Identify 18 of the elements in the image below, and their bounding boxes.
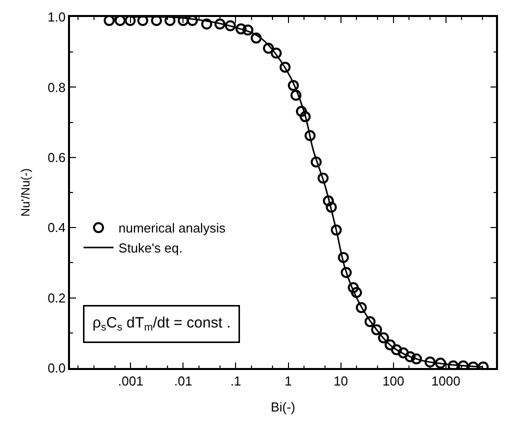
legend-label: Stuke's eq. (118, 240, 182, 256)
y-tick-label: 0.8 (48, 80, 66, 95)
y-tick-label: 0.0 (48, 360, 66, 376)
y-tick-label: 0.4 (48, 220, 66, 236)
y-tick-label: 1.0 (48, 10, 66, 25)
y-tick-label: 0.2 (48, 290, 66, 306)
x-tick-label: 10 (334, 373, 348, 388)
x-tick-label: 1000 (431, 373, 460, 388)
legend-label: numerical analysis (118, 220, 226, 236)
x-tick-label: .01 (174, 373, 192, 388)
x-tick-label: 100 (382, 373, 404, 388)
x-tick-label: .1 (230, 373, 242, 388)
x-tick-label: .001 (118, 373, 144, 388)
annotation: ρ$_{s}$C$_{s}$ dT$_{m}$/dt = const . (92, 314, 231, 334)
y-axis-title: Nu'/Nu(-) (18, 168, 32, 217)
x-axis-title: Bi(-) (270, 399, 296, 414)
x-tick-label: 1 (284, 373, 292, 388)
y-tick-label: 0.6 (48, 150, 66, 165)
